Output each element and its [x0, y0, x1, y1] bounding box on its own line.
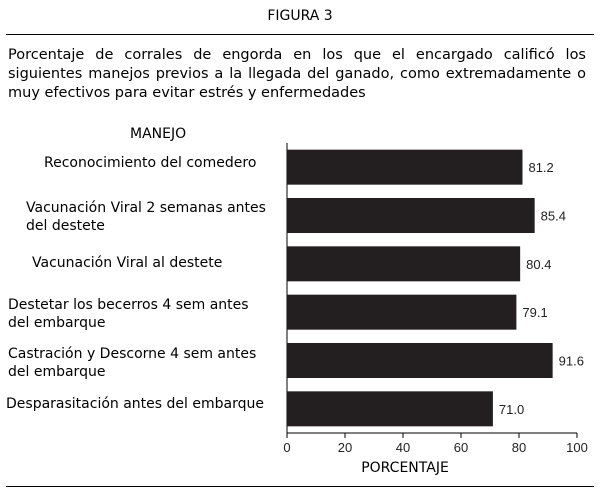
bottom-divider: [6, 486, 594, 487]
bar-3: [287, 246, 521, 282]
x-tick-label-80: 80: [512, 440, 526, 455]
x-tick-label-20: 20: [338, 440, 352, 455]
x-tick-label-0: 0: [283, 440, 290, 455]
bar-1: [287, 149, 523, 185]
top-divider: [6, 34, 594, 35]
value-label-5: 91.6: [559, 354, 584, 369]
category-label-4: Destetar los becerros 4 sem antes del em…: [8, 297, 249, 331]
x-tick-label-100: 100: [566, 440, 588, 455]
bar-5: [287, 343, 553, 378]
x-tick-label-60: 60: [454, 440, 468, 455]
category-label-1: Reconocimiento del comedero: [44, 155, 257, 171]
bar-2: [287, 198, 535, 233]
category-label-3: Vacunación Viral al destete: [32, 255, 223, 271]
x-tick-label-40: 40: [396, 440, 410, 455]
value-label-6: 71.0: [499, 402, 524, 417]
figure-caption: Porcentaje de corrales de engorda en los…: [8, 47, 586, 101]
y-axis-title: MANEJO: [130, 126, 187, 142]
value-label-2: 85.4: [541, 209, 566, 224]
category-label-5: Castración y Descorne 4 sem antes del em…: [8, 346, 257, 380]
bar-4: [287, 294, 517, 330]
figure-label: FIGURA 3: [267, 8, 333, 24]
value-label-1: 81.2: [528, 160, 553, 175]
value-label-3: 80.4: [526, 257, 551, 272]
x-axis-title: PORCENTAJE: [361, 460, 449, 476]
bar-6: [287, 391, 493, 427]
value-label-4: 79.1: [522, 305, 547, 320]
category-label-6: Desparasitación antes del embarque: [6, 396, 264, 412]
category-label-2: Vacunación Viral 2 semanas antes del des…: [26, 200, 266, 234]
